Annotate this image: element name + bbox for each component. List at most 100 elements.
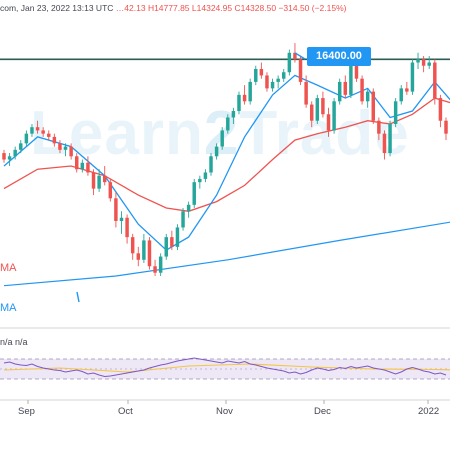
candle-body	[343, 81, 348, 95]
candle-body	[337, 81, 342, 102]
candle-body	[203, 172, 208, 179]
candle-body	[388, 123, 392, 154]
candle-body	[332, 101, 336, 131]
candle-body	[158, 256, 163, 273]
candle-body	[259, 68, 264, 76]
candle-body	[125, 217, 129, 238]
candle-body	[175, 227, 180, 247]
candle-body	[287, 52, 292, 73]
ma-label-red: MA	[0, 262, 17, 274]
candle-body	[136, 253, 141, 260]
candle-body	[265, 75, 269, 89]
candle-body	[13, 149, 17, 157]
candle-body	[35, 127, 40, 131]
ma-fast-line	[3, 74, 450, 251]
candle-body	[354, 62, 359, 79]
candle-body	[170, 237, 174, 247]
candle-body	[427, 62, 431, 66]
candle-body	[69, 146, 73, 157]
ma-label-blue: MA	[0, 302, 17, 314]
candle-body	[91, 172, 96, 189]
x-tick-nov: Nov	[216, 406, 233, 417]
candle-body	[282, 72, 286, 79]
candle-body	[114, 198, 118, 221]
candle-body	[102, 175, 107, 183]
symbol-date: com, Jan 23, 2022 13:13 UTC	[0, 3, 114, 13]
candle-body	[181, 211, 185, 228]
candle-body	[254, 68, 258, 82]
resistance-price-label: 16400.00	[307, 47, 371, 66]
high-value: H14777.85	[147, 3, 190, 13]
candle-body	[7, 156, 12, 160]
candle-body	[304, 81, 308, 105]
candle-body	[270, 81, 275, 89]
candle-body	[58, 143, 62, 150]
candle-body	[80, 162, 85, 170]
candle-body	[377, 120, 381, 134]
close-value: C14328.50	[234, 3, 277, 13]
candle-body	[371, 91, 376, 121]
candle-body	[237, 94, 241, 112]
candle-body	[382, 133, 387, 154]
candle-body	[365, 91, 370, 102]
candle-body	[226, 117, 230, 131]
candle-body	[142, 240, 146, 260]
candle-body	[360, 78, 364, 102]
label-pointer	[294, 52, 306, 60]
candle-body	[214, 146, 219, 157]
candle-body	[276, 78, 280, 82]
candle-body	[231, 111, 236, 118]
candle-body	[186, 204, 191, 212]
candle-body	[298, 59, 303, 82]
candle-body	[220, 130, 224, 147]
candle-body	[326, 114, 331, 131]
x-tick-2022: 2022	[418, 406, 440, 417]
candle-body	[242, 94, 247, 102]
candle-body	[444, 120, 448, 134]
candle-body	[153, 266, 157, 273]
rsi-line	[3, 357, 447, 378]
candle-body	[321, 98, 325, 115]
candle-body	[164, 237, 168, 257]
candle-body	[24, 133, 29, 144]
candle-body	[74, 156, 79, 170]
candle-body	[2, 153, 6, 160]
candle-body	[248, 81, 252, 102]
candle-body	[108, 182, 113, 199]
candle-body	[198, 178, 202, 183]
candle-body	[41, 130, 45, 134]
candle-body	[349, 62, 353, 95]
candle-body	[52, 136, 57, 144]
candle-body	[421, 59, 426, 66]
x-tick-dec: Dec	[314, 406, 331, 417]
candle-body	[315, 98, 320, 121]
candle-body	[97, 175, 101, 189]
candle-body	[86, 162, 90, 173]
low-value: L14324.95	[191, 3, 233, 13]
change-value: −314.50 (−2.15%)	[278, 3, 347, 13]
open-value: …42.13	[115, 3, 146, 13]
candle-body	[147, 240, 152, 267]
candle-body	[293, 52, 297, 60]
candle-body	[30, 127, 34, 134]
candle-body	[119, 217, 124, 221]
candle-body	[19, 143, 23, 150]
x-tick-sep: Sep	[18, 406, 35, 417]
candle-body	[130, 237, 135, 254]
candle-body	[209, 156, 213, 173]
candle-body	[309, 104, 314, 121]
candle-body	[433, 62, 437, 99]
ohlc-header: com, Jan 23, 2022 13:13 UTC …42.13 H1477…	[0, 3, 347, 13]
candle-body	[416, 59, 420, 63]
indicator-label: n/a n/a	[0, 337, 28, 347]
cursor-mark	[76, 291, 80, 303]
candle-body	[192, 182, 196, 205]
candle-body	[405, 88, 409, 92]
ma-long-line	[3, 221, 450, 287]
x-tick-oct: Oct	[118, 406, 133, 417]
candle-body	[393, 101, 398, 124]
candle-body	[438, 98, 443, 121]
candle-body	[410, 62, 415, 92]
